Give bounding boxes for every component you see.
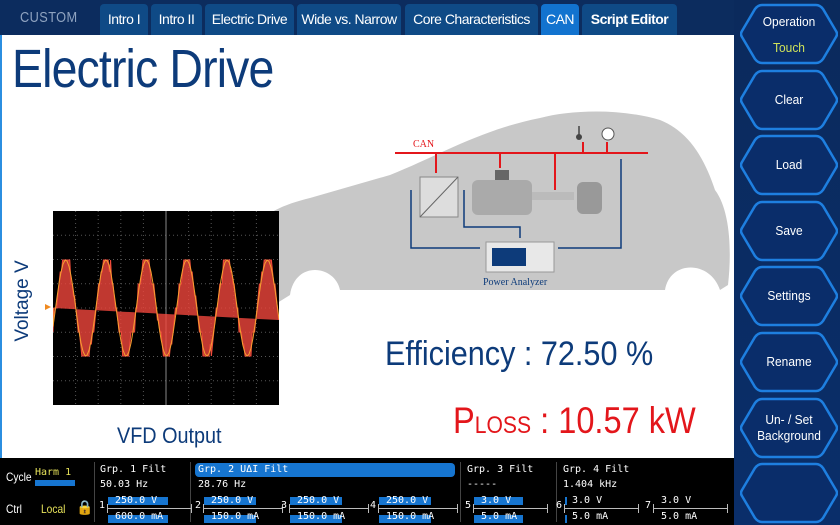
group-1-header[interactable]: Grp. 1 Filt: [100, 464, 166, 475]
element-number: 3: [281, 500, 287, 511]
sidebar-button-settings[interactable]: Settings: [740, 265, 838, 327]
ctrl-value: Local: [41, 502, 65, 516]
power-analyzer-label: Power Analyzer: [483, 277, 548, 288]
element-current-range[interactable]: 5.0 mA: [572, 511, 608, 522]
sidebar-button-operation[interactable]: Operation Touch: [740, 3, 838, 65]
sidebar-button-load[interactable]: Load: [740, 134, 838, 196]
range-scale: [378, 508, 458, 509]
button-label: Clear: [744, 92, 834, 107]
tab-core-characteristics[interactable]: Core Characteristics: [405, 4, 538, 35]
element-number: 4: [370, 500, 376, 511]
page-title: Electric Drive: [12, 38, 273, 100]
range-scale: [203, 508, 283, 509]
element-voltage-range[interactable]: 3.0 V: [572, 495, 602, 506]
group-1-frequency: 50.03 Hz: [100, 479, 148, 490]
ctrl-label: Ctrl: [6, 502, 22, 516]
power-loss-readout: PLOSS : 10.57 kW: [453, 400, 696, 442]
element-voltage-range[interactable]: 3.0 V: [481, 495, 511, 506]
tab-wide-vs-narrow[interactable]: Wide vs. Narrow: [297, 4, 401, 35]
button-label-2: Background: [744, 428, 834, 443]
element-current-range[interactable]: 5.0 mA: [481, 511, 517, 522]
car-diagram: CAN Power Analyzer: [240, 80, 735, 320]
cycle-value[interactable]: Harm 1: [35, 467, 71, 478]
element-number: 5: [465, 500, 471, 511]
group-4-header[interactable]: Grp. 4 Filt: [563, 464, 629, 475]
scope-y-label: Voltage V: [12, 246, 34, 356]
element-voltage-range[interactable]: 250.0 V: [386, 495, 428, 506]
status-bar: Cycle Harm 1 Ctrl Local 🔒 Grp. 1 Filt 50.…: [0, 458, 734, 525]
efficiency-readout: Efficiency : 72.50 %: [385, 335, 653, 374]
trigger-marker-icon: [45, 304, 51, 310]
group-2-frequency: 28.76 Hz: [198, 479, 246, 490]
tab-intro-1[interactable]: Intro I: [100, 4, 148, 35]
tab-script-editor[interactable]: Script Editor: [582, 4, 677, 35]
element-current-range[interactable]: 150.0 mA: [386, 511, 434, 522]
gauge-icon: [602, 128, 614, 140]
brand-label: CUSTOM: [20, 9, 78, 26]
range-scale: [289, 508, 369, 509]
cycle-label: Cycle: [6, 470, 32, 484]
button-label: Rename: [744, 354, 834, 369]
cycle-bar: [35, 480, 75, 486]
button-label: Save: [744, 223, 834, 238]
button-sublabel: Touch: [744, 40, 834, 55]
scope-caption: VFD Output: [117, 423, 222, 449]
vfd-waveform-scope: [53, 211, 279, 405]
voltage-range-bar: [565, 497, 567, 505]
element-number: 1: [99, 500, 105, 511]
sidebar-button-blank[interactable]: [740, 462, 838, 524]
element-voltage-range[interactable]: 3.0 V: [661, 495, 691, 506]
range-scale: [653, 508, 728, 509]
button-label: Load: [744, 157, 834, 172]
tab-bar: CUSTOM Intro I Intro II Electric Drive W…: [0, 0, 740, 35]
element-current-range[interactable]: 5.0 mA: [661, 511, 697, 522]
tab-electric-drive[interactable]: Electric Drive: [205, 4, 294, 35]
group-3-header[interactable]: Grp. 3 Filt: [467, 464, 533, 475]
tab-can[interactable]: CAN: [541, 4, 579, 35]
group-3-frequency: -----: [467, 479, 497, 490]
can-bus-label: CAN: [413, 139, 434, 150]
element-current-range[interactable]: 150.0 mA: [211, 511, 259, 522]
group-4-frequency: 1.404 kHz: [563, 479, 617, 490]
range-scale: [473, 508, 548, 509]
sidebar-button-save[interactable]: Save: [740, 200, 838, 262]
sidebar-button-clear[interactable]: Clear: [740, 69, 838, 131]
tab-intro-2[interactable]: Intro II: [151, 4, 202, 35]
element-voltage-range[interactable]: 250.0 V: [115, 495, 157, 506]
car-silhouette: [244, 112, 730, 321]
sidebar-button-un-set[interactable]: Un- / Set Background: [740, 397, 838, 459]
lock-icon: 🔒: [76, 500, 93, 516]
sidebar-button-rename[interactable]: Rename: [740, 331, 838, 393]
sidebar: Operation Touch Clear Load Save Settings Renam…: [734, 0, 840, 525]
element-number: 6: [556, 500, 562, 511]
range-scale: [564, 508, 639, 509]
load-icon: [577, 182, 602, 214]
element-voltage-range[interactable]: 250.0 V: [297, 495, 339, 506]
element-number: 7: [645, 500, 651, 511]
element-voltage-range[interactable]: 250.0 V: [211, 495, 253, 506]
motor-icon: [472, 180, 532, 215]
button-label: Settings: [744, 288, 834, 303]
group-2-header[interactable]: Grp. 2 UΔI Filt: [198, 464, 288, 475]
current-range-bar: [565, 515, 567, 523]
button-label: Operation: [744, 14, 834, 29]
range-scale: [107, 508, 192, 509]
element-current-range[interactable]: 600.0 mA: [115, 511, 163, 522]
element-number: 2: [195, 500, 201, 511]
element-current-range[interactable]: 150.0 mA: [297, 511, 345, 522]
button-label: Un- / Set: [744, 412, 834, 427]
